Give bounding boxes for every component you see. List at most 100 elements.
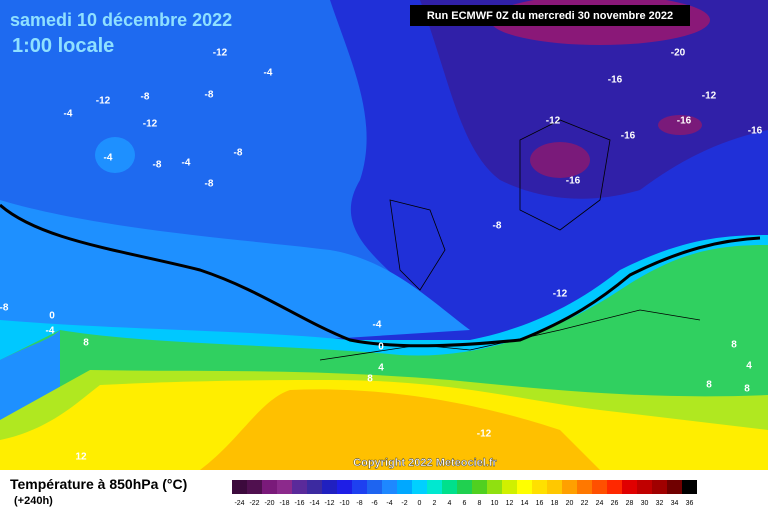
scale-swatch — [367, 480, 382, 494]
contour-label: 4 — [746, 361, 752, 372]
contour-label: 0 — [378, 342, 384, 353]
contour-label: -8 — [205, 179, 214, 190]
scale-swatch — [412, 480, 427, 494]
map-background — [0, 0, 768, 470]
scale-swatch — [547, 480, 562, 494]
scale-swatch — [322, 480, 337, 494]
contour-label: 12 — [75, 452, 87, 463]
scale-label: -6 — [371, 500, 377, 507]
contour-label: -4 — [182, 158, 191, 169]
contour-label: -8 — [493, 221, 502, 232]
scale-label: -22 — [249, 500, 259, 507]
scale-swatch — [457, 480, 472, 494]
scale-swatch — [607, 480, 622, 494]
scale-label: 10 — [491, 500, 499, 507]
contour-label: -16 — [621, 131, 636, 142]
scale-swatch — [622, 480, 637, 494]
contour-label: -12 — [702, 91, 717, 102]
lead-time: (+240h) — [14, 495, 53, 507]
contour-label: -12 — [477, 429, 492, 440]
contour-label: 8 — [744, 384, 750, 395]
scale-swatch — [427, 480, 442, 494]
contour-label: -8 — [141, 92, 150, 103]
scale-label: 36 — [686, 500, 694, 507]
color-scale: -24 -22 -20 -18 -16 -14 -12 -10 -8 -6 -4 -2 0 2 4 6 8 10 1… — [232, 480, 697, 507]
contour-label: -16 — [608, 75, 623, 86]
scale-label: 8 — [478, 500, 482, 507]
scale-swatch — [397, 480, 412, 494]
scale-label: -8 — [356, 500, 362, 507]
scale-swatch — [277, 480, 292, 494]
scale-swatch — [307, 480, 322, 494]
scale-label: 22 — [581, 500, 589, 507]
contour-label: 8 — [731, 340, 737, 351]
scale-swatch — [517, 480, 532, 494]
forecast-date: samedi 10 décembre 2022 — [10, 10, 232, 30]
scale-swatch — [247, 480, 262, 494]
scale-label: 18 — [551, 500, 559, 507]
forecast-time: 1:00 locale — [12, 35, 114, 57]
scale-label: -24 — [234, 500, 244, 507]
scale-swatch — [382, 480, 397, 494]
scale-label: 12 — [506, 500, 514, 507]
contour-label: -8 — [0, 303, 9, 314]
scale-swatch — [352, 480, 367, 494]
scale-swatch — [592, 480, 607, 494]
scale-label: -14 — [309, 500, 319, 507]
contour-label: 8 — [706, 380, 712, 391]
contour-label: 8 — [367, 374, 373, 385]
scale-swatch — [337, 480, 352, 494]
contour-label: -12 — [546, 116, 561, 127]
contour-label: -16 — [748, 126, 763, 137]
scale-swatch — [562, 480, 577, 494]
contour-label: 4 — [378, 363, 384, 374]
contour-label: -4 — [104, 153, 113, 164]
contour-label: -8 — [234, 148, 243, 159]
scale-label: 32 — [656, 500, 664, 507]
contour-label: -12 — [96, 96, 111, 107]
contour-label: -12 — [553, 289, 568, 300]
scale-label: -4 — [386, 500, 392, 507]
scale-swatch — [667, 480, 682, 494]
scale-label: 2 — [433, 500, 437, 507]
scale-label: 26 — [611, 500, 619, 507]
scale-label: 24 — [596, 500, 604, 507]
contour-label: -4 — [64, 109, 73, 120]
scale-label: 6 — [463, 500, 467, 507]
contour-label: -16 — [566, 176, 581, 187]
contour-label: -4 — [46, 326, 55, 337]
scale-swatch — [292, 480, 307, 494]
scale-label: -10 — [339, 500, 349, 507]
scale-label: -12 — [324, 500, 334, 507]
contour-label: -12 — [143, 119, 158, 130]
contour-label: -20 — [671, 48, 686, 59]
contour-label: -8 — [205, 90, 214, 101]
scale-swatch — [637, 480, 652, 494]
scale-swatch — [487, 480, 502, 494]
contour-label: -12 — [213, 48, 228, 59]
scale-label: 14 — [521, 500, 529, 507]
scale-swatch — [532, 480, 547, 494]
scale-swatch — [682, 480, 697, 494]
scale-swatch — [262, 480, 277, 494]
scale-label: 28 — [626, 500, 634, 507]
scale-swatch — [472, 480, 487, 494]
scale-label: -18 — [279, 500, 289, 507]
scale-swatch — [442, 480, 457, 494]
contour-label: 0 — [49, 311, 55, 322]
scale-swatch — [652, 480, 667, 494]
scale-label: 0 — [418, 500, 422, 507]
scale-label: 30 — [641, 500, 649, 507]
scale-label: 34 — [671, 500, 679, 507]
contour-label: -4 — [373, 320, 382, 331]
contour-label: -4 — [264, 68, 273, 79]
scale-label: -20 — [264, 500, 274, 507]
run-info: Run ECMWF 0Z du mercredi 30 novembre 202… — [427, 10, 673, 22]
contour-label: -16 — [677, 116, 692, 127]
scale-label: 4 — [448, 500, 452, 507]
contour-label: -8 — [153, 160, 162, 171]
scale-label: -2 — [401, 500, 407, 507]
legend-title: Température à 850hPa (°C) — [10, 476, 187, 492]
scale-swatch — [502, 480, 517, 494]
